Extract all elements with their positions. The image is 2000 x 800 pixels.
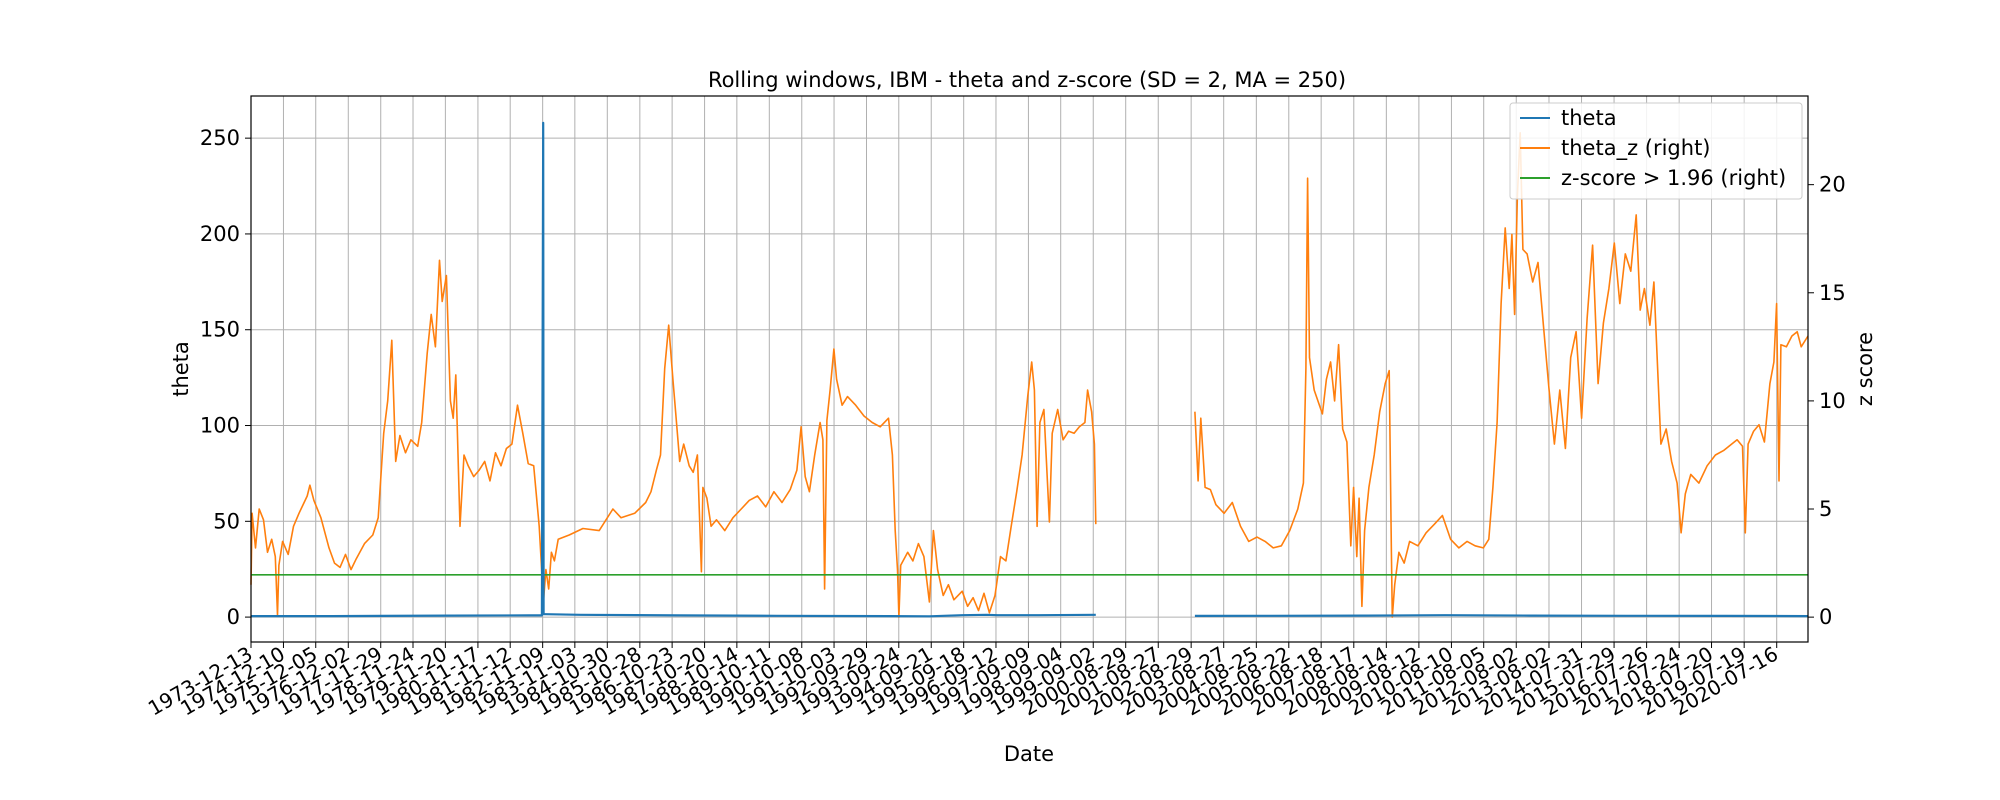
legend-label: z-score > 1.96 (right) <box>1561 166 1786 190</box>
plot-frame <box>250 95 1809 643</box>
legend-label: theta <box>1561 106 1617 130</box>
legend-label: theta_z (right) <box>1561 136 1711 161</box>
grid-lines <box>250 96 1808 642</box>
y-right-tick-label: 10 <box>1819 389 1846 413</box>
left-axis: 0 50 100 150 200 250 <box>200 126 251 629</box>
y-axis-label: theta <box>169 341 193 397</box>
x-axis-label: Date <box>1004 742 1054 766</box>
legend-box <box>1509 102 1803 200</box>
series-line-theta-z-right <box>250 132 1809 618</box>
y-right-tick-label: 0 <box>1819 605 1832 629</box>
x-axis: 1973-12-131974-12-101975-12-051976-12-02… <box>144 642 1782 721</box>
y-right-tick-label: 20 <box>1819 173 1846 197</box>
chart-title: Rolling windows, IBM - theta and z-score… <box>708 68 1346 92</box>
y-tick-label: 150 <box>200 318 240 342</box>
y-tick-label: 100 <box>200 414 240 438</box>
y-right-tick-label: 15 <box>1819 281 1846 305</box>
legend: theta theta_z (right) z-score > 1.96 (righ… <box>1509 102 1803 200</box>
y-tick-label: 50 <box>213 509 240 533</box>
y-right-tick-label: 5 <box>1819 497 1832 521</box>
plot-lines <box>250 121 1809 618</box>
y-tick-label: 0 <box>227 605 240 629</box>
right-axis: 0 5 10 15 20 <box>1808 173 1846 629</box>
series-line-theta <box>251 121 1809 618</box>
y-tick-label: 200 <box>200 222 240 246</box>
y-axis-right-label: z score <box>1853 332 1877 406</box>
y-tick-label: 250 <box>200 126 240 150</box>
